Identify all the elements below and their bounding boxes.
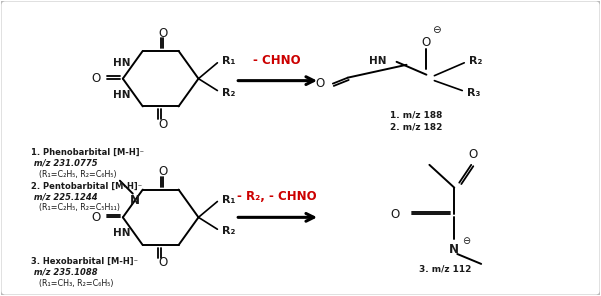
- Text: (R₁=CH₃, R₂=C₆H₅): (R₁=CH₃, R₂=C₆H₅): [39, 279, 114, 288]
- Text: O: O: [316, 77, 325, 90]
- Text: O: O: [469, 148, 478, 161]
- Text: 3. m/z 112: 3. m/z 112: [419, 264, 472, 273]
- Text: O: O: [158, 165, 167, 178]
- Text: R₂: R₂: [469, 56, 483, 66]
- Text: m/z 235.1088: m/z 235.1088: [31, 268, 98, 277]
- Text: O: O: [158, 27, 167, 40]
- Text: O: O: [158, 118, 167, 131]
- Text: R₁: R₁: [222, 56, 236, 66]
- Text: O: O: [422, 36, 431, 49]
- Text: N: N: [130, 194, 140, 207]
- Text: (R₁=C₂H₅, R₂=C₆H₅): (R₁=C₂H₅, R₂=C₆H₅): [39, 170, 117, 179]
- Text: O: O: [390, 208, 400, 221]
- Text: 1. Phenobarbital [M-H]⁻: 1. Phenobarbital [M-H]⁻: [31, 148, 144, 157]
- Text: R₂: R₂: [222, 88, 236, 97]
- Text: HN: HN: [369, 56, 386, 66]
- Text: R₂: R₂: [222, 226, 236, 236]
- Text: ⊖: ⊖: [432, 25, 441, 35]
- Text: m/z 225.1244: m/z 225.1244: [31, 193, 98, 202]
- Text: R₁: R₁: [222, 194, 236, 205]
- Text: 2. Pentobarbital [M-H]⁻: 2. Pentobarbital [M-H]⁻: [31, 182, 142, 191]
- Text: 1. m/z 188: 1. m/z 188: [389, 111, 442, 120]
- Text: (R₁=C₂H₅, R₂=C₅H₁₁): (R₁=C₂H₅, R₂=C₅H₁₁): [39, 203, 120, 213]
- Text: N: N: [450, 242, 459, 255]
- Text: - CHNO: - CHNO: [253, 54, 301, 67]
- Text: - R₂, - CHNO: - R₂, - CHNO: [237, 190, 317, 203]
- Text: O: O: [158, 256, 167, 269]
- Text: m/z 231.0775: m/z 231.0775: [31, 159, 98, 168]
- Text: HN: HN: [113, 89, 131, 99]
- Text: R₃: R₃: [467, 88, 481, 97]
- Text: O: O: [92, 211, 101, 224]
- Text: O: O: [92, 72, 101, 85]
- Text: 2. m/z 182: 2. m/z 182: [389, 123, 442, 132]
- Text: HN: HN: [113, 58, 131, 68]
- Text: 3. Hexobarbital [M-H]⁻: 3. Hexobarbital [M-H]⁻: [31, 257, 138, 266]
- Text: HN: HN: [113, 228, 131, 238]
- Text: ⊖: ⊖: [462, 236, 471, 246]
